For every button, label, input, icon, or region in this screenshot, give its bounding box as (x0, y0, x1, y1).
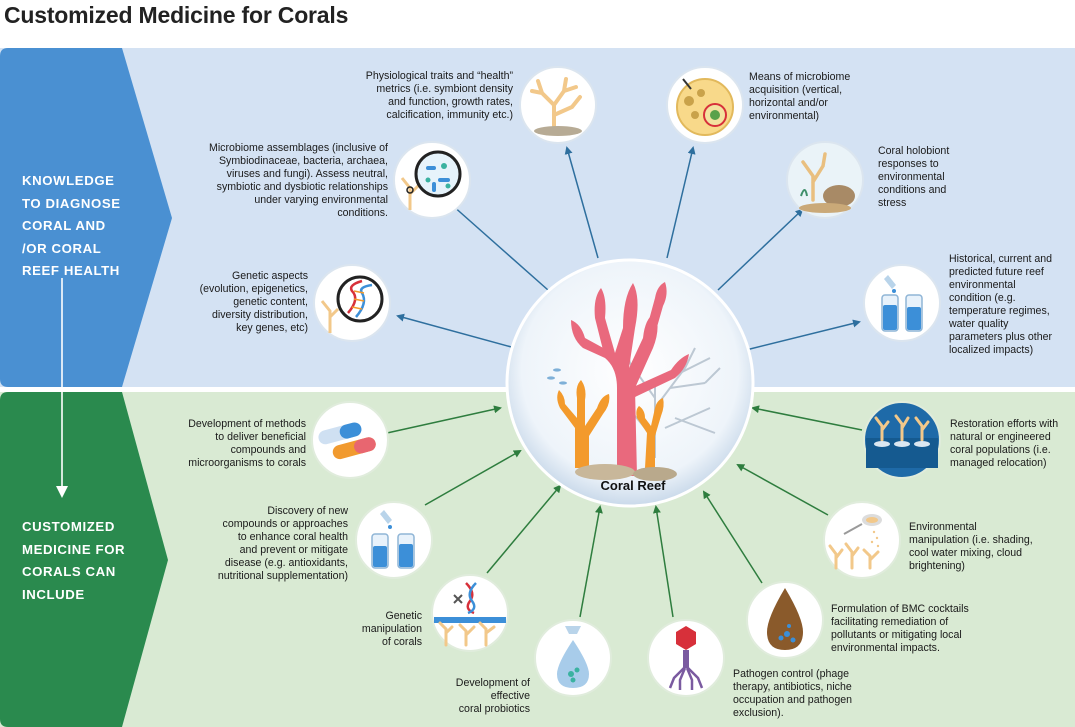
label-delivery: Development of methods to deliver benefi… (188, 418, 306, 469)
dna-magnifier-icon (313, 264, 391, 342)
arrow-genetic-manipulation (486, 484, 562, 574)
arrow-physiological (564, 146, 599, 259)
label-historical: Historical, current and predicted future… (949, 253, 1053, 356)
medicine-section-label: CUSTOMIZED MEDICINE FOR CORALS CAN INCLU… (22, 519, 126, 602)
arrow-microbiome-acq (666, 146, 696, 259)
label-genetic-manipulation: Genetic manipulation of corals (361, 610, 422, 648)
label-genetic-aspects: Genetic aspects (evolution, epigenetics,… (199, 270, 308, 334)
arrow-discovery (424, 450, 522, 506)
bacteriophage-icon (647, 619, 725, 697)
label-bmc: Formulation of BMC cocktails facilitatin… (831, 603, 969, 654)
test-tubes-icon (863, 264, 941, 342)
dna-scissors-icon (431, 574, 509, 652)
arrow-delivery (386, 405, 502, 434)
arrow-pathogen (652, 505, 674, 618)
arrow-bmc (702, 490, 763, 584)
label-discovery: Discovery of new compounds or approaches… (217, 505, 348, 582)
arrow-holobiont (717, 208, 804, 291)
arrow-microbiome-assemblages (450, 203, 549, 291)
label-microbiome-assemblages: Microbiome assemblages (inclusive of Sym… (209, 142, 388, 219)
arrow-env-manipulation (736, 464, 829, 516)
coral-branch-icon (519, 66, 597, 144)
test-tubes-dropper-icon (355, 501, 433, 579)
center-label: Coral Reef (600, 478, 666, 493)
capsules-icon (311, 401, 389, 479)
arrow-historical (745, 319, 861, 351)
label-probiotics: Development of effective coral probiotic… (455, 677, 530, 715)
coral-restoration-icon (863, 401, 941, 479)
coral-holobiont-icon (786, 141, 864, 219)
label-env-manipulation: Environmental manipulation (i.e. shading… (909, 521, 1033, 572)
arrow-restoration (751, 405, 863, 431)
shading-spoon-icon (823, 501, 901, 579)
arrow-probiotics (579, 505, 603, 618)
label-physiological: Physiological traits and “health” metric… (365, 70, 513, 121)
diagnosis-chevron (0, 48, 172, 387)
label-holobiont: Coral holobiont responses to environment… (878, 145, 950, 209)
magnifier-microbes-icon (393, 141, 471, 219)
probiotic-drop-icon (534, 619, 612, 697)
coral-reef-center (505, 258, 755, 508)
label-microbiome-acq: Means of microbiome acquisition (vertica… (749, 71, 851, 122)
medicine-chevron (0, 392, 168, 727)
diagnosis-section-label: KNOWLEDGE TO DIAGNOSE CORAL AND /OR CORA… (22, 173, 121, 278)
label-pathogen: Pathogen control (phage therapy, antibio… (733, 668, 852, 719)
droplet-bmc-icon (746, 581, 824, 659)
page-title: Customized Medicine for Corals (4, 2, 349, 28)
petri-dish-icon (666, 66, 744, 144)
label-restoration: Restoration efforts with natural or engi… (950, 418, 1059, 469)
arrow-genetic-aspects (396, 313, 516, 349)
